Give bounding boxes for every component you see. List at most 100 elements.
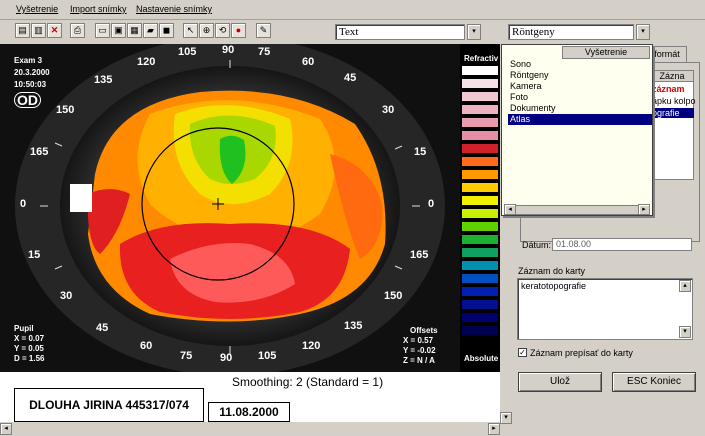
dropdown-item[interactable]: Kamera bbox=[510, 81, 542, 91]
horizontal-scrollbar[interactable]: ◂ ▸ bbox=[0, 422, 500, 436]
angle-label: 135 bbox=[94, 74, 113, 86]
tab-vysetrenie[interactable]: Vyšetrenie bbox=[562, 46, 650, 59]
scale-swatch bbox=[462, 248, 498, 257]
chevron-down-icon[interactable]: ▾ bbox=[467, 24, 481, 40]
offset-y: Y = -0.02 bbox=[403, 346, 436, 355]
dropdown-item[interactable]: Dokumenty bbox=[510, 103, 556, 113]
topography-map bbox=[0, 44, 460, 372]
angle-label: 45 bbox=[96, 322, 109, 334]
scale-swatch bbox=[462, 313, 498, 322]
angle-label: 120 bbox=[302, 340, 321, 352]
scroll-down-icon[interactable]: ▾ bbox=[679, 326, 691, 338]
dropdown-item[interactable]: Foto bbox=[510, 92, 529, 102]
dropdown-item[interactable]: Sono bbox=[510, 59, 532, 69]
scroll-up-icon[interactable]: ▴ bbox=[679, 280, 691, 292]
smoothing-text: Smoothing: 2 (Standard = 1) bbox=[232, 375, 384, 389]
save-button[interactable]: Ulož bbox=[518, 372, 602, 392]
offset-z: Z = N / A bbox=[403, 356, 435, 365]
scale-swatch bbox=[462, 131, 498, 140]
angle-label: 75 bbox=[180, 350, 193, 362]
angle-label: 0 bbox=[428, 198, 435, 210]
list-item[interactable]: ografie bbox=[652, 108, 694, 118]
view1-icon[interactable]: ▭ bbox=[95, 23, 110, 38]
angle-label: 30 bbox=[382, 104, 395, 116]
angle-label: 30 bbox=[60, 290, 73, 302]
view3-icon[interactable]: ▦ bbox=[127, 23, 142, 38]
pupil-d: D = 1.56 bbox=[14, 354, 45, 363]
scale-swatch bbox=[462, 183, 498, 192]
angle-label: 15 bbox=[28, 249, 41, 261]
save-disk-icon[interactable]: ◼ bbox=[159, 23, 174, 38]
eye-side: OD bbox=[14, 92, 41, 108]
scale-swatch bbox=[462, 326, 498, 335]
scroll-left-icon[interactable]: ◂ bbox=[0, 423, 12, 435]
dropdown-item[interactable]: Röntgeny bbox=[510, 70, 549, 80]
pointer-icon[interactable]: ↖ bbox=[183, 23, 198, 38]
rotate-icon[interactable]: ⟲ bbox=[215, 23, 230, 38]
pupil-y: Y = 0.05 bbox=[14, 344, 44, 353]
close-button[interactable]: ESC Koniec bbox=[612, 372, 696, 392]
rontgeny-combo[interactable]: Röntgeny bbox=[508, 24, 634, 40]
menu-bar: Vyšetrenie Import snímky Nastavenie sním… bbox=[0, 0, 705, 20]
topography-image[interactable]: Exam 3 20.3.2000 10:50:03 OD Pupil X = 0… bbox=[0, 44, 460, 372]
chevron-down-icon[interactable]: ▾ bbox=[636, 24, 650, 40]
angle-label: 105 bbox=[178, 46, 197, 58]
pencil-icon[interactable]: ✎ bbox=[256, 23, 271, 38]
angle-label: 60 bbox=[302, 56, 315, 68]
datum-field[interactable]: 01.08.00 bbox=[552, 238, 692, 251]
offsets-label: Offsets bbox=[410, 326, 438, 335]
scale-swatch bbox=[462, 157, 498, 166]
zaznam-textarea[interactable]: keratotopografie bbox=[517, 278, 693, 340]
scale-bottom-label: Absolute bbox=[464, 354, 499, 363]
patient-name-box: DLOUHA JIRINA 445317/074 bbox=[14, 388, 204, 422]
scale-swatch bbox=[462, 144, 498, 153]
list-item[interactable]: ápku kolpo bbox=[652, 96, 696, 106]
column-header[interactable]: Zázna bbox=[650, 70, 694, 82]
scroll-right-icon[interactable]: ▸ bbox=[488, 423, 500, 435]
menu-import-snimky[interactable]: Import snímky bbox=[70, 4, 127, 14]
offset-x: X = 0.57 bbox=[403, 336, 434, 345]
angle-label: 150 bbox=[384, 290, 403, 302]
scale-swatch bbox=[462, 170, 498, 179]
scale-swatch bbox=[462, 222, 498, 231]
records-list[interactable] bbox=[650, 70, 694, 180]
angle-label: 15 bbox=[414, 146, 427, 158]
menu-vysetrenie[interactable]: Vyšetrenie bbox=[16, 4, 59, 14]
angle-label: 105 bbox=[258, 350, 277, 362]
zoom-icon[interactable]: ⊕ bbox=[199, 23, 214, 38]
exam-label: Exam 3 bbox=[14, 56, 43, 65]
angle-label: 135 bbox=[344, 320, 363, 332]
angle-label: 150 bbox=[56, 104, 75, 116]
scale-swatch bbox=[462, 235, 498, 244]
text-combo[interactable]: Text bbox=[335, 24, 465, 40]
scale-swatch bbox=[462, 261, 498, 270]
dropdown-scrollbar[interactable] bbox=[504, 205, 650, 215]
prepisat-checkbox[interactable]: ✓ bbox=[518, 348, 527, 357]
menu-nastavenie-snimky[interactable]: Nastavenie snímky bbox=[136, 4, 213, 14]
scale-swatch bbox=[462, 79, 498, 88]
delete-icon[interactable]: ✕ bbox=[47, 23, 62, 38]
folder-icon[interactable]: ▰ bbox=[143, 23, 158, 38]
list-item[interactable]: záznam bbox=[652, 84, 685, 94]
scroll-right-icon[interactable]: ▸ bbox=[638, 204, 650, 215]
color-icon[interactable]: ● bbox=[231, 23, 246, 38]
print-icon[interactable]: ⎙ bbox=[70, 23, 85, 38]
open-icon[interactable]: ▥ bbox=[31, 23, 46, 38]
angle-label: 165 bbox=[30, 146, 49, 158]
scale-swatch bbox=[462, 196, 498, 205]
scale-swatch bbox=[462, 92, 498, 101]
scroll-down-icon[interactable]: ▾ bbox=[500, 412, 512, 424]
new-icon[interactable]: ▤ bbox=[15, 23, 30, 38]
exam-date: 20.3.2000 bbox=[14, 68, 50, 77]
angle-label: 120 bbox=[137, 56, 156, 68]
view2-icon[interactable]: ▣ bbox=[111, 23, 126, 38]
pupil-x: X = 0.07 bbox=[14, 334, 45, 343]
tab-format[interactable]: formát bbox=[647, 46, 687, 62]
angle-label: 90 bbox=[222, 44, 235, 56]
dropdown-item-selected[interactable]: Atlas bbox=[508, 114, 652, 125]
angle-label: 75 bbox=[258, 46, 271, 58]
scale-swatch bbox=[462, 300, 498, 309]
scroll-left-icon[interactable]: ◂ bbox=[504, 204, 516, 215]
exam-type-dropdown[interactable]: Vyšetrenie Sono Röntgeny Kamera Foto Dok… bbox=[501, 44, 653, 216]
scale-swatch bbox=[462, 274, 498, 283]
